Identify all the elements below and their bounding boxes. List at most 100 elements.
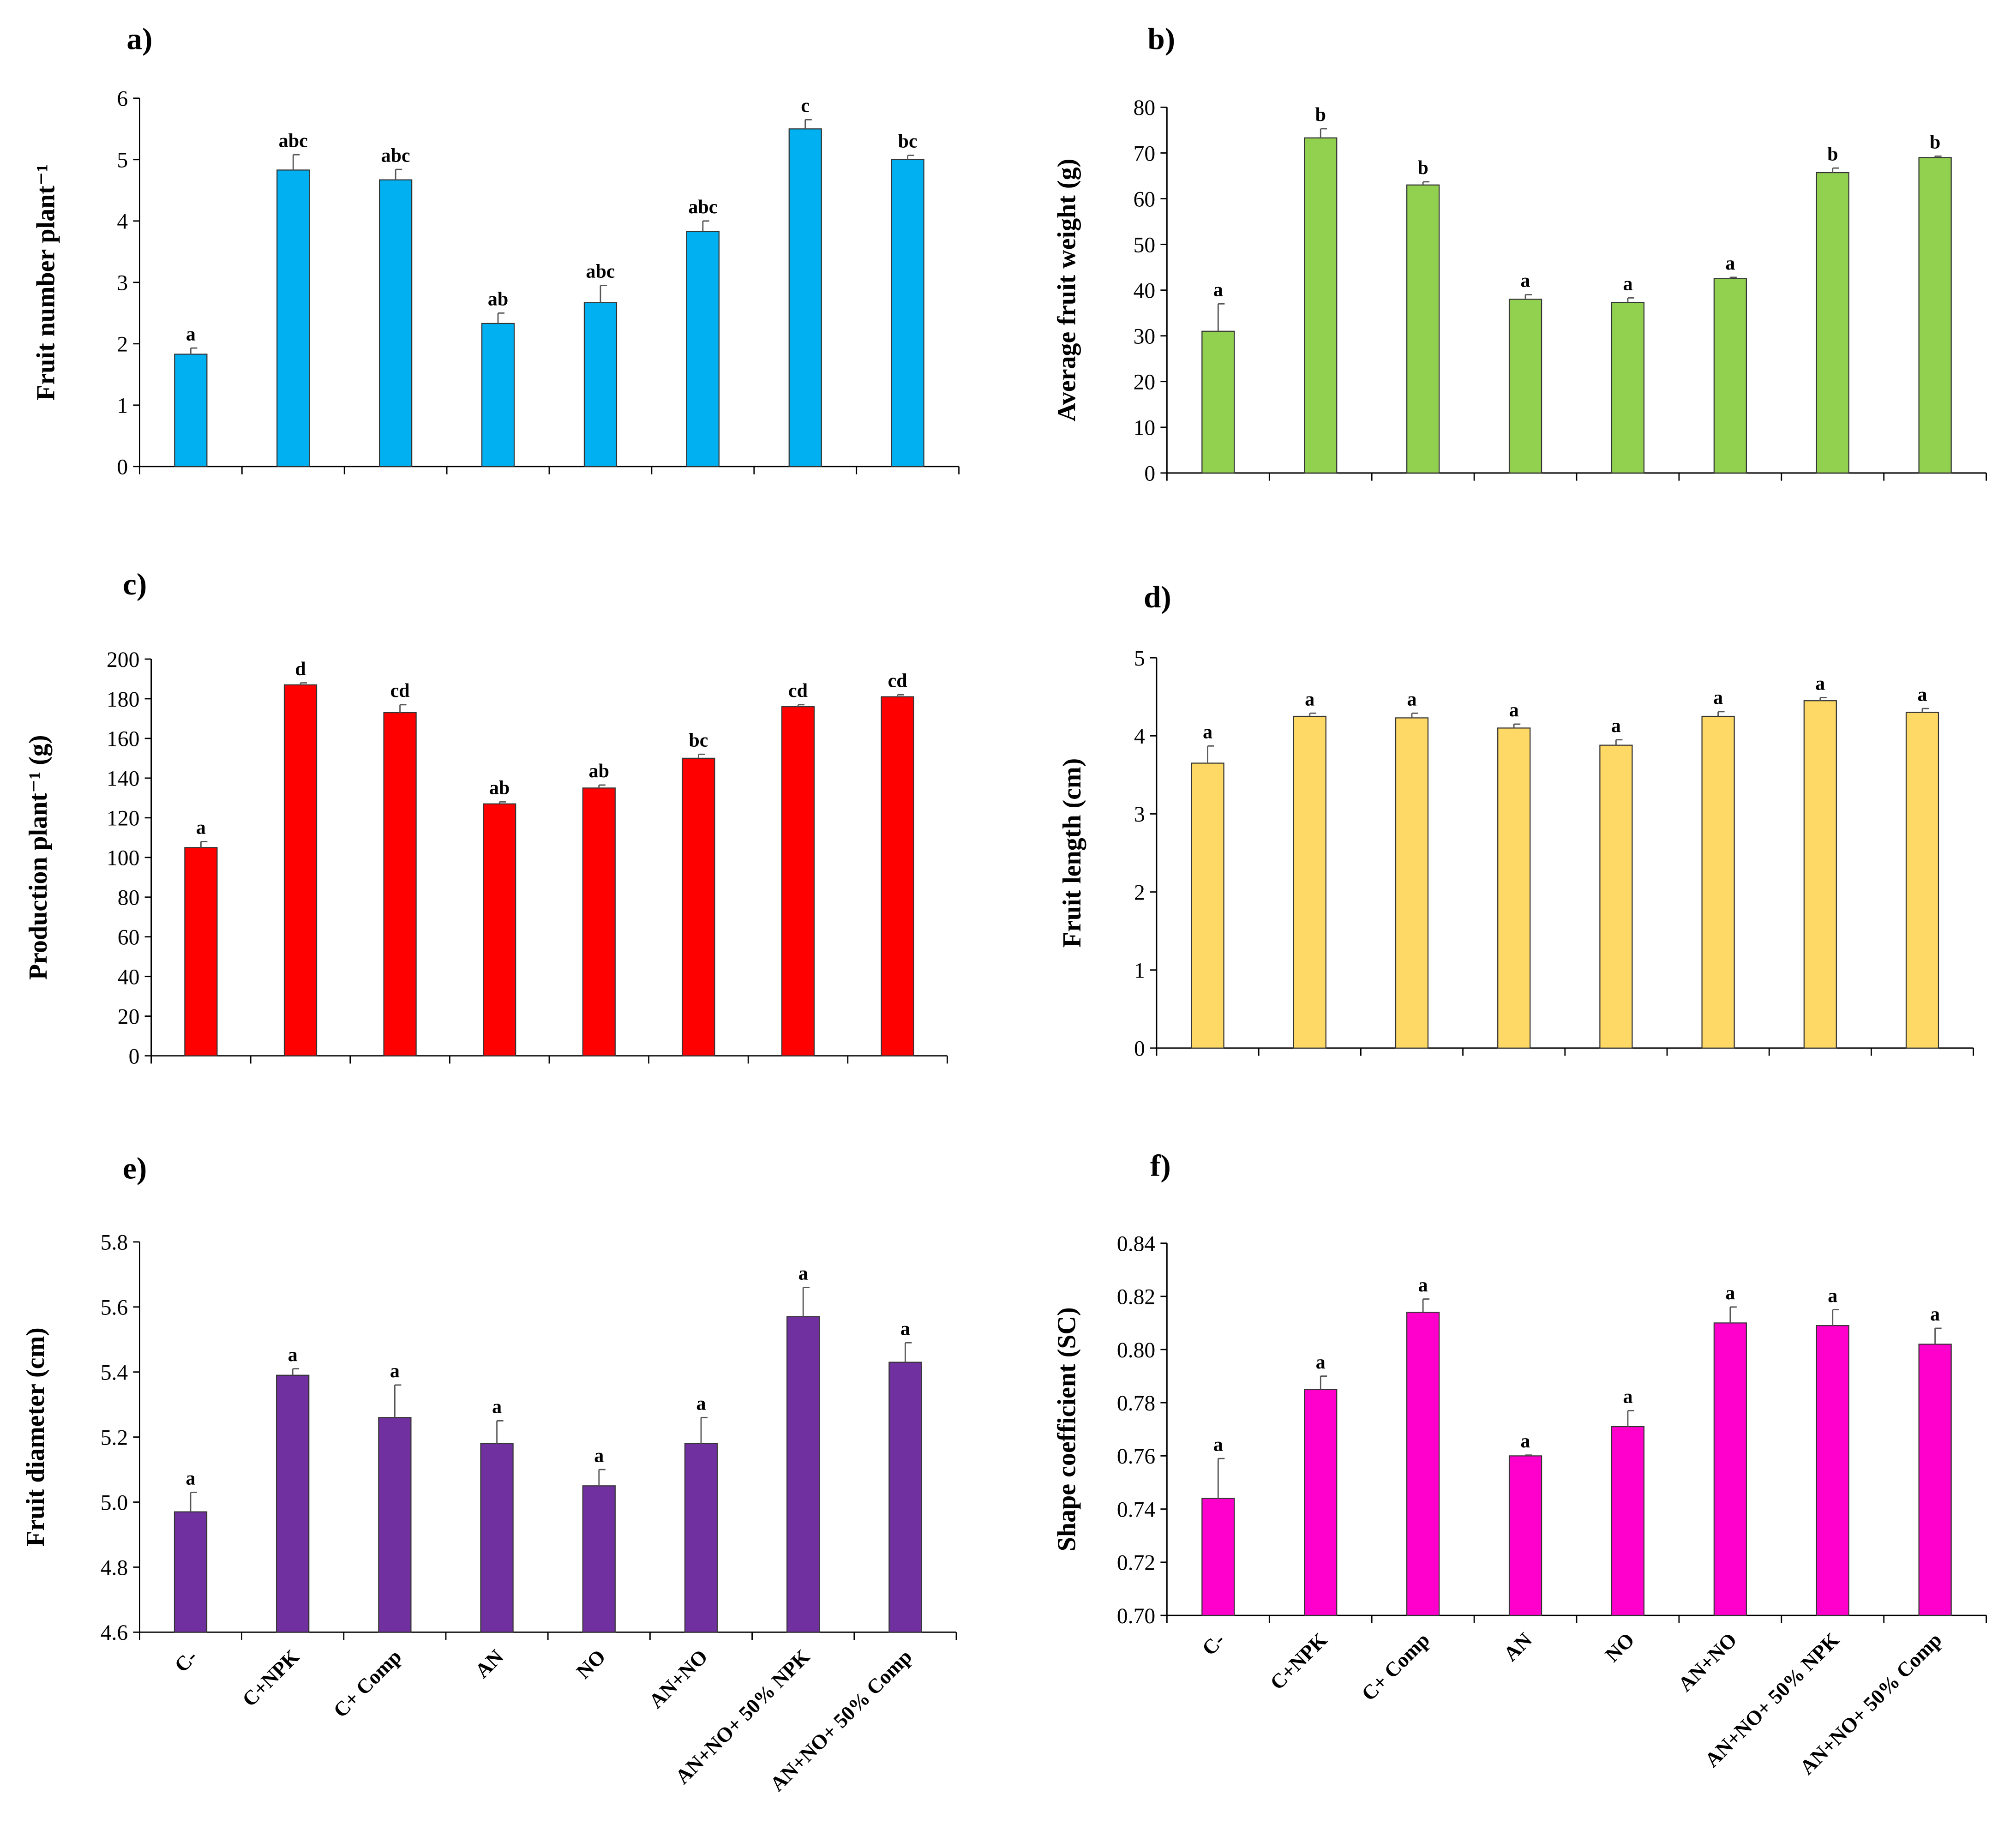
bar (891, 159, 924, 467)
significance-letter: c (801, 96, 810, 117)
y-tick-label: 180 (107, 688, 139, 712)
significance-letter: a (1418, 1275, 1428, 1296)
y-tick-label: 5.2 (101, 1426, 128, 1450)
bar (276, 169, 310, 467)
y-axis-label: Fruit number plant⁻¹ (32, 164, 60, 401)
bar (1816, 172, 1849, 474)
y-tick-label: 0.70 (1117, 1604, 1155, 1628)
x-category-label: AN (470, 1645, 508, 1682)
bar (1701, 715, 1735, 1049)
bar (283, 684, 318, 1056)
chart-panel-b: b) Average fruit weight (g) 0 10 20 30 40 50 60 7… (1053, 21, 1987, 486)
y-tick-label: 3 (117, 271, 128, 295)
significance-letter: cd (788, 680, 808, 702)
bar (1816, 1325, 1849, 1616)
bar (1406, 184, 1440, 474)
significance-letter: a (390, 1361, 400, 1382)
panel-title: b) (1147, 21, 1175, 56)
y-tick-label: 2 (1134, 881, 1145, 905)
bar (786, 1316, 820, 1633)
y-tick-label: 5.8 (101, 1231, 128, 1255)
significance-letter: a (1623, 274, 1632, 295)
bar (383, 712, 417, 1056)
significance-letter: b (1417, 157, 1428, 179)
significance-letter: a (1521, 270, 1530, 292)
significance-letter: ab (488, 289, 508, 310)
significance-letter: a (1815, 673, 1825, 695)
bar (781, 706, 815, 1056)
bar (1918, 157, 1952, 474)
bar (174, 354, 208, 467)
bar (184, 847, 218, 1056)
significance-letter: b (1315, 104, 1326, 126)
x-category-label: AN+NO (644, 1645, 712, 1713)
bar (582, 1485, 616, 1633)
y-tick-label: 0 (129, 1044, 140, 1068)
bar (1201, 1498, 1235, 1616)
y-tick-label: 3 (1134, 803, 1145, 827)
y-tick-label: 5 (1134, 647, 1145, 671)
y-tick-label: 20 (1134, 371, 1156, 395)
y-tick-label: 2 (117, 333, 128, 357)
bar (1713, 1322, 1747, 1616)
bar (1191, 762, 1224, 1049)
y-tick-label: 0 (1144, 462, 1155, 486)
y-tick-label: 0.76 (1117, 1445, 1155, 1469)
significance-letter: a (1509, 700, 1519, 721)
y-tick-label: 5.6 (101, 1296, 128, 1320)
bar (483, 803, 516, 1056)
significance-letter: d (295, 659, 306, 680)
chart-panel-c: c) Production plant⁻¹ (g) 0 20 40 60 80 100 120 1… (24, 567, 948, 1068)
bar (174, 1511, 208, 1633)
significance-letter: a (492, 1397, 502, 1418)
y-tick-label: 0.82 (1117, 1285, 1155, 1309)
significance-letter: a (1213, 280, 1223, 301)
significance-letter: a (1828, 1285, 1837, 1307)
panel-title: a) (126, 21, 152, 56)
bar (1611, 1426, 1645, 1616)
x-category-label: C+NPK (238, 1645, 304, 1711)
significance-letter: b (1930, 132, 1940, 153)
bar (881, 696, 914, 1056)
panel-title: e) (123, 1151, 147, 1186)
significance-letter: a (1725, 1283, 1735, 1304)
significance-letter: abc (279, 130, 308, 151)
y-tick-label: 0.80 (1117, 1338, 1155, 1362)
x-category-label: AN (1499, 1628, 1536, 1666)
significance-letter: bc (898, 131, 918, 152)
x-category-label: C+ Comp (329, 1645, 406, 1722)
bar (1406, 1312, 1440, 1616)
bar (1304, 137, 1338, 474)
chart-panel-f: f) Shape coefficient (SC) 0.70 0.72 0.74 0.76… (1053, 1148, 1987, 1779)
bar (1497, 727, 1531, 1049)
bar (1395, 717, 1429, 1049)
y-tick-label: 5 (117, 149, 128, 173)
y-axis-label: Average fruit weight (g) (1053, 159, 1081, 422)
y-tick-label: 1 (1134, 959, 1145, 983)
bar (379, 179, 413, 467)
y-axis-label: Fruit diameter (cm) (21, 1327, 50, 1547)
y-tick-label: 0 (117, 456, 128, 480)
bar (1304, 1389, 1338, 1616)
significance-letter: a (1725, 253, 1735, 274)
y-tick-label: 4.6 (101, 1621, 128, 1645)
significance-letter: a (186, 1468, 196, 1489)
significance-letter: abc (586, 261, 615, 282)
y-tick-label: 140 (107, 767, 139, 791)
bar (480, 1443, 514, 1633)
y-tick-label: 160 (107, 727, 139, 751)
y-tick-label: 4.8 (101, 1556, 128, 1580)
y-tick-label: 20 (118, 1005, 140, 1029)
bar (888, 1362, 922, 1633)
panel-title: d) (1144, 580, 1171, 614)
bar (1803, 700, 1837, 1049)
chart-panel-d: d) Fruit length (cm) 0 1 2 3 4 5 a a a a a a a a (1058, 580, 1974, 1061)
y-tick-label: 200 (107, 648, 139, 672)
significance-letter: a (696, 1393, 706, 1415)
y-tick-label: 5.0 (101, 1491, 128, 1515)
y-tick-label: 5.4 (101, 1361, 128, 1385)
x-category-label: NO (1601, 1628, 1639, 1667)
bar (1508, 299, 1542, 474)
significance-letter: a (1521, 1431, 1530, 1452)
